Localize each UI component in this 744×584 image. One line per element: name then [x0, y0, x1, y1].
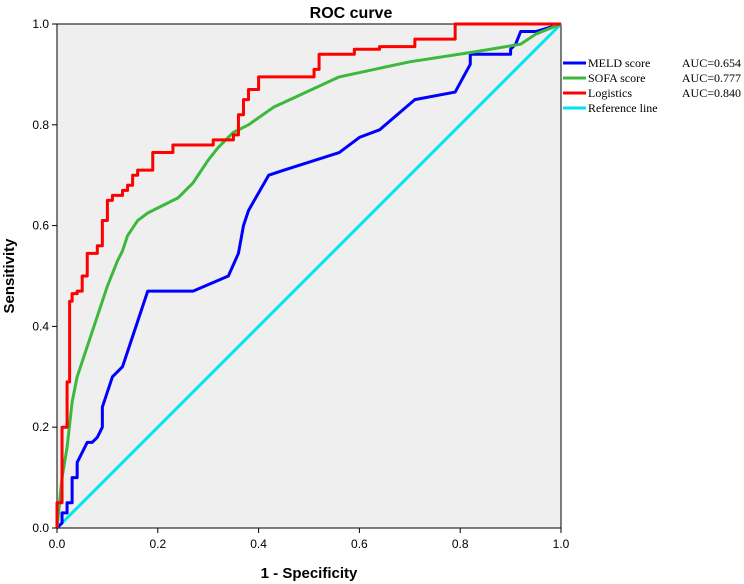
y-tick-label: 0.2	[32, 420, 49, 434]
x-axis-label: 1 - Specificity	[261, 565, 358, 582]
x-tick-label: 0.4	[250, 537, 267, 551]
x-tick-label: 0.8	[452, 537, 469, 551]
legend-auc: AUC=0.654	[682, 56, 741, 70]
legend-auc: AUC=0.840	[682, 86, 741, 100]
y-tick-label: 0.6	[32, 219, 49, 233]
x-tick-label: 0.2	[149, 537, 166, 551]
y-tick-label: 0.8	[32, 118, 49, 132]
y-tick-label: 0.4	[32, 319, 49, 333]
axis-ticks: 0.0 0.2 0.4 0.6 0.8 1.0 0.0 0.2 0.4 0.6 0.8 1.0	[32, 17, 569, 551]
series-line-sofa-score	[55, 22, 562, 529]
chart-title: ROC curve	[310, 5, 393, 22]
legend-label: Logistics	[588, 86, 632, 100]
y-tick-label: 1.0	[32, 17, 49, 31]
x-tick-label: 1.0	[553, 537, 570, 551]
y-tick-label: 0.0	[32, 521, 49, 535]
legend-label: MELD score	[588, 56, 650, 70]
legend: MELD score AUC=0.654 SOFA score AUC=0.777 Lo…	[563, 56, 741, 115]
series-line-logistics	[55, 22, 561, 528]
x-tick-label: 0.0	[49, 537, 66, 551]
legend-label: Reference line	[588, 101, 658, 115]
series-line-reference-line	[55, 22, 563, 530]
x-tick-label: 0.6	[351, 537, 368, 551]
legend-label: SOFA score	[588, 71, 645, 85]
series-layer	[55, 22, 563, 530]
y-axis-label: Sensitivity	[1, 238, 18, 314]
series-line-meld-score	[55, 22, 562, 530]
legend-auc: AUC=0.777	[682, 71, 741, 85]
